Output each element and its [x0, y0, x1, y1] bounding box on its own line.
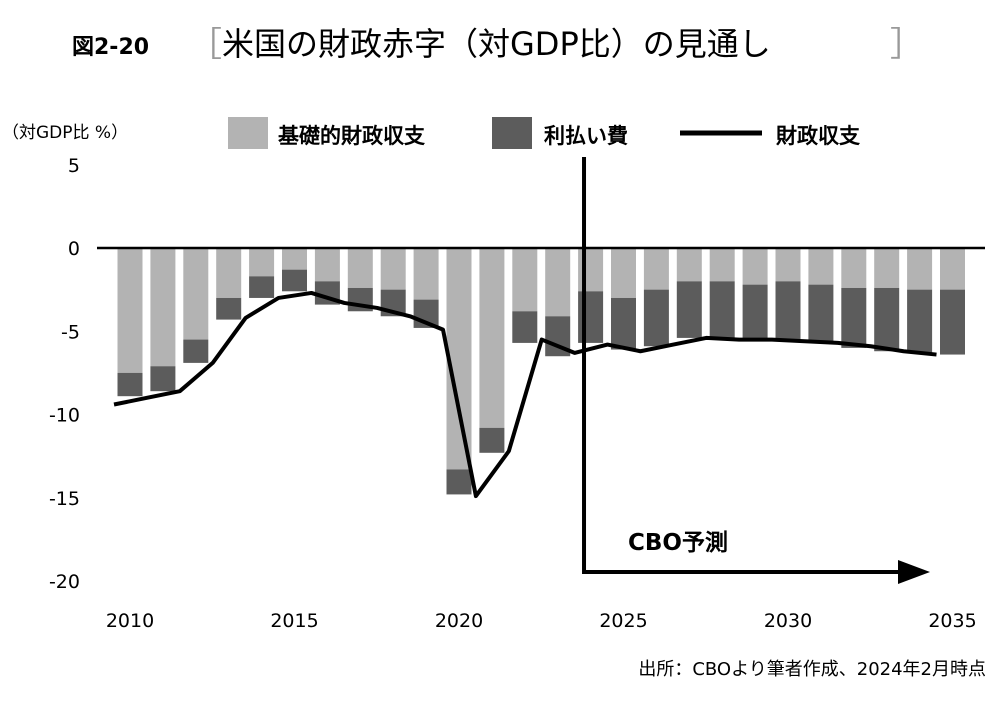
- x-tick-label: 2010: [106, 610, 154, 632]
- bar-interest-payment: [907, 289, 933, 353]
- title-bracket-left: ［: [188, 25, 222, 65]
- source-note: 出所：CBOより筆者作成、2024年2月時点: [638, 659, 986, 680]
- bar-primary-balance: [282, 248, 307, 270]
- legend-label-interest: 利払い費: [544, 124, 628, 148]
- legend-label-total: 財政収支: [776, 124, 861, 148]
- legend-swatch-interest: [492, 117, 532, 149]
- bar-interest-payment: [676, 281, 702, 338]
- forecast-annotation: CBO予測: [628, 530, 728, 556]
- y-axis-ticks: 5 0 -5 -10 -15 -20: [49, 155, 80, 593]
- bar-primary-balance: [775, 248, 801, 282]
- y-unit-label: （対GDP比 %）: [2, 123, 128, 143]
- bar-interest-payment: [940, 289, 965, 355]
- x-axis-ticks: 2010 2015 2020 2025 2030 2035: [106, 610, 977, 632]
- fiscal-balance-line: [113, 290, 937, 499]
- bar-interest-payment: [216, 297, 242, 320]
- bar-interest-payment: [117, 372, 143, 397]
- bar-primary-balance: [314, 248, 340, 282]
- bar-interest-payment: [775, 281, 801, 340]
- bars: [117, 248, 965, 495]
- bar-interest-payment: [150, 366, 176, 392]
- forecast-arrow-head: [898, 560, 930, 584]
- legend-label-primary: 基礎的財政収支: [278, 124, 426, 148]
- bar-primary-balance: [545, 248, 571, 317]
- bar-primary-balance: [479, 248, 505, 428]
- bar-primary-balance: [742, 248, 768, 285]
- bar-primary-balance: [874, 248, 900, 288]
- bar-interest-payment: [808, 284, 834, 343]
- bar-primary-balance: [249, 248, 275, 277]
- bar-primary-balance: [347, 248, 373, 288]
- bar-primary-balance: [808, 248, 834, 285]
- x-tick-label: 2035: [928, 610, 976, 632]
- y-tick-label: -10: [49, 405, 80, 427]
- legend-swatch-primary: [228, 117, 268, 149]
- y-tick-label: -20: [49, 571, 80, 593]
- bar-primary-balance: [709, 248, 735, 282]
- x-tick-label: 2030: [764, 610, 812, 632]
- bar-primary-balance: [413, 248, 439, 300]
- bar-interest-payment: [578, 291, 604, 343]
- bar-primary-balance: [183, 248, 209, 340]
- bar-primary-balance: [676, 248, 702, 282]
- x-tick-label: 2020: [435, 610, 483, 632]
- bar-interest-payment: [874, 287, 900, 352]
- bar-primary-balance: [907, 248, 933, 290]
- x-tick-label: 2025: [599, 610, 647, 632]
- bar-primary-balance: [150, 248, 176, 367]
- forecast-marker: [582, 157, 930, 584]
- bar-interest-payment: [446, 469, 472, 495]
- chart-title: 米国の財政赤字（対GDP比）の見通し: [222, 25, 771, 63]
- bar-primary-balance: [841, 248, 867, 288]
- bar-interest-payment: [709, 281, 735, 340]
- bar-primary-balance: [578, 248, 604, 292]
- y-tick-label: 0: [68, 238, 80, 260]
- bar-interest-payment: [183, 339, 209, 363]
- bar-interest-payment: [742, 284, 768, 340]
- bar-primary-balance: [611, 248, 636, 298]
- bar-interest-payment: [643, 289, 669, 347]
- y-tick-label: -15: [49, 488, 80, 510]
- bar-interest-payment: [611, 297, 636, 350]
- bar-primary-balance: [940, 248, 965, 290]
- y-tick-label: -5: [61, 321, 80, 343]
- bar-interest-payment: [512, 311, 538, 343]
- bar-primary-balance: [380, 248, 406, 290]
- title-bracket-right: ］: [890, 25, 924, 65]
- bar-interest-payment: [282, 269, 307, 292]
- bar-interest-payment: [249, 276, 275, 298]
- figure-number: 図2-20: [72, 35, 149, 60]
- x-tick-label: 2015: [270, 610, 318, 632]
- bar-primary-balance: [512, 248, 538, 312]
- bar-primary-balance: [643, 248, 669, 290]
- bar-interest-payment: [841, 287, 867, 348]
- bar-interest-payment: [479, 427, 505, 453]
- bar-primary-balance: [117, 248, 143, 373]
- bar-primary-balance: [216, 248, 242, 298]
- y-tick-label: 5: [68, 155, 80, 177]
